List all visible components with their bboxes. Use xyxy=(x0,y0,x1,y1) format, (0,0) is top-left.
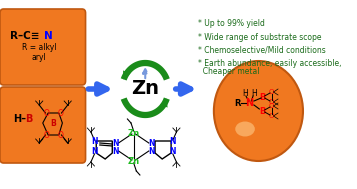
Text: O: O xyxy=(44,130,49,139)
Text: H–: H– xyxy=(13,114,26,124)
Text: O: O xyxy=(269,99,275,105)
Text: N: N xyxy=(44,31,52,41)
Text: N: N xyxy=(112,146,119,156)
Text: O: O xyxy=(269,89,275,95)
Text: * Earth abundance, easily accessible,: * Earth abundance, easily accessible, xyxy=(198,59,341,67)
Text: N: N xyxy=(170,147,176,156)
Text: B: B xyxy=(260,92,266,101)
Text: * Wide range of substrate scope: * Wide range of substrate scope xyxy=(198,33,321,42)
Text: O: O xyxy=(44,108,49,118)
Text: aryl: aryl xyxy=(32,53,46,63)
Text: O: O xyxy=(269,113,275,119)
Text: B: B xyxy=(25,114,32,124)
Text: Zn: Zn xyxy=(131,80,159,98)
Text: N: N xyxy=(246,98,253,108)
Text: N: N xyxy=(112,139,119,147)
Text: H: H xyxy=(251,88,257,98)
Text: R = alkyl: R = alkyl xyxy=(22,43,56,53)
Text: * Up to 99% yield: * Up to 99% yield xyxy=(198,19,265,29)
Circle shape xyxy=(117,57,174,121)
Text: Zn: Zn xyxy=(127,156,140,166)
Text: O: O xyxy=(269,103,275,109)
Text: O: O xyxy=(58,130,64,139)
Text: O: O xyxy=(58,108,64,118)
Text: N: N xyxy=(170,138,176,146)
Text: H: H xyxy=(242,88,248,98)
Text: B: B xyxy=(51,119,56,128)
Text: B: B xyxy=(260,106,266,115)
FancyBboxPatch shape xyxy=(0,87,86,163)
Text: R–C≡: R–C≡ xyxy=(10,31,40,41)
Text: R: R xyxy=(235,98,241,108)
FancyBboxPatch shape xyxy=(0,9,86,85)
Text: N: N xyxy=(91,138,98,146)
Text: * Chemoselective/Mild conditions: * Chemoselective/Mild conditions xyxy=(198,46,326,54)
Text: N: N xyxy=(148,139,155,147)
Circle shape xyxy=(214,61,303,161)
Text: N: N xyxy=(91,147,98,156)
Text: N: N xyxy=(148,146,155,156)
Ellipse shape xyxy=(235,122,255,136)
Text: Cheaper metal: Cheaper metal xyxy=(198,67,259,77)
Text: Zn: Zn xyxy=(127,129,140,138)
